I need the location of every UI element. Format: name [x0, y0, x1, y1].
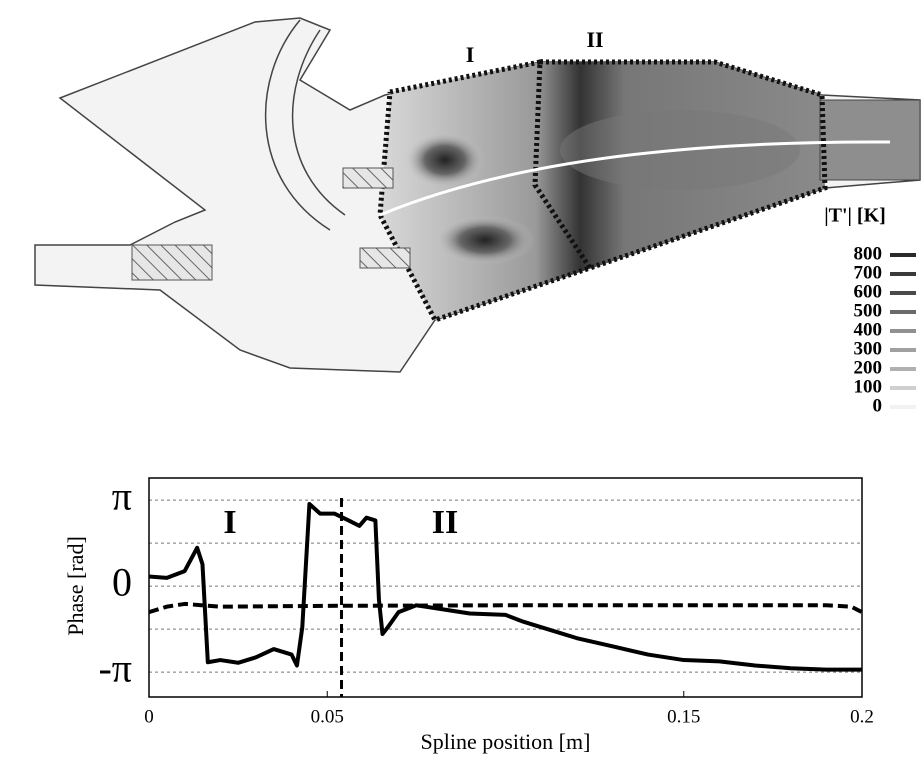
colorbar-label: 200 — [854, 357, 883, 378]
x-tick-label: 0 — [144, 706, 154, 727]
x-tick-label: 0.15 — [667, 706, 700, 727]
y-tick-label: π — [112, 473, 132, 518]
phase-line — [148, 601, 863, 615]
y-tick-label: -π — [98, 645, 132, 690]
colorbar-label: 500 — [854, 300, 883, 321]
x-tick-label: 0.2 — [850, 706, 874, 727]
colorbar-label: 700 — [854, 262, 883, 283]
colorbar-label: 100 — [854, 376, 883, 397]
colorbar-label: 300 — [854, 338, 883, 359]
region-label: II — [432, 504, 458, 541]
colorbar-label: 800 — [854, 243, 883, 264]
region-label: I — [223, 504, 236, 541]
y-tick-label: 0 — [112, 559, 132, 604]
region-label: I — [466, 42, 475, 67]
colorbar-label: 0 — [873, 395, 883, 416]
phase-line — [148, 502, 862, 672]
colorbar-label: 600 — [854, 281, 883, 302]
colorbar-title: |T'| [K] — [824, 205, 886, 227]
plot-frame — [148, 477, 863, 698]
combustor-map — [34, 17, 921, 373]
x-axis-label: Spline position [m] — [421, 729, 591, 754]
colorbar-label: 400 — [854, 319, 883, 340]
x-tick-label: 0.05 — [311, 706, 344, 727]
region-label: II — [586, 27, 603, 52]
y-axis-label: Phase [rad] — [63, 536, 88, 636]
